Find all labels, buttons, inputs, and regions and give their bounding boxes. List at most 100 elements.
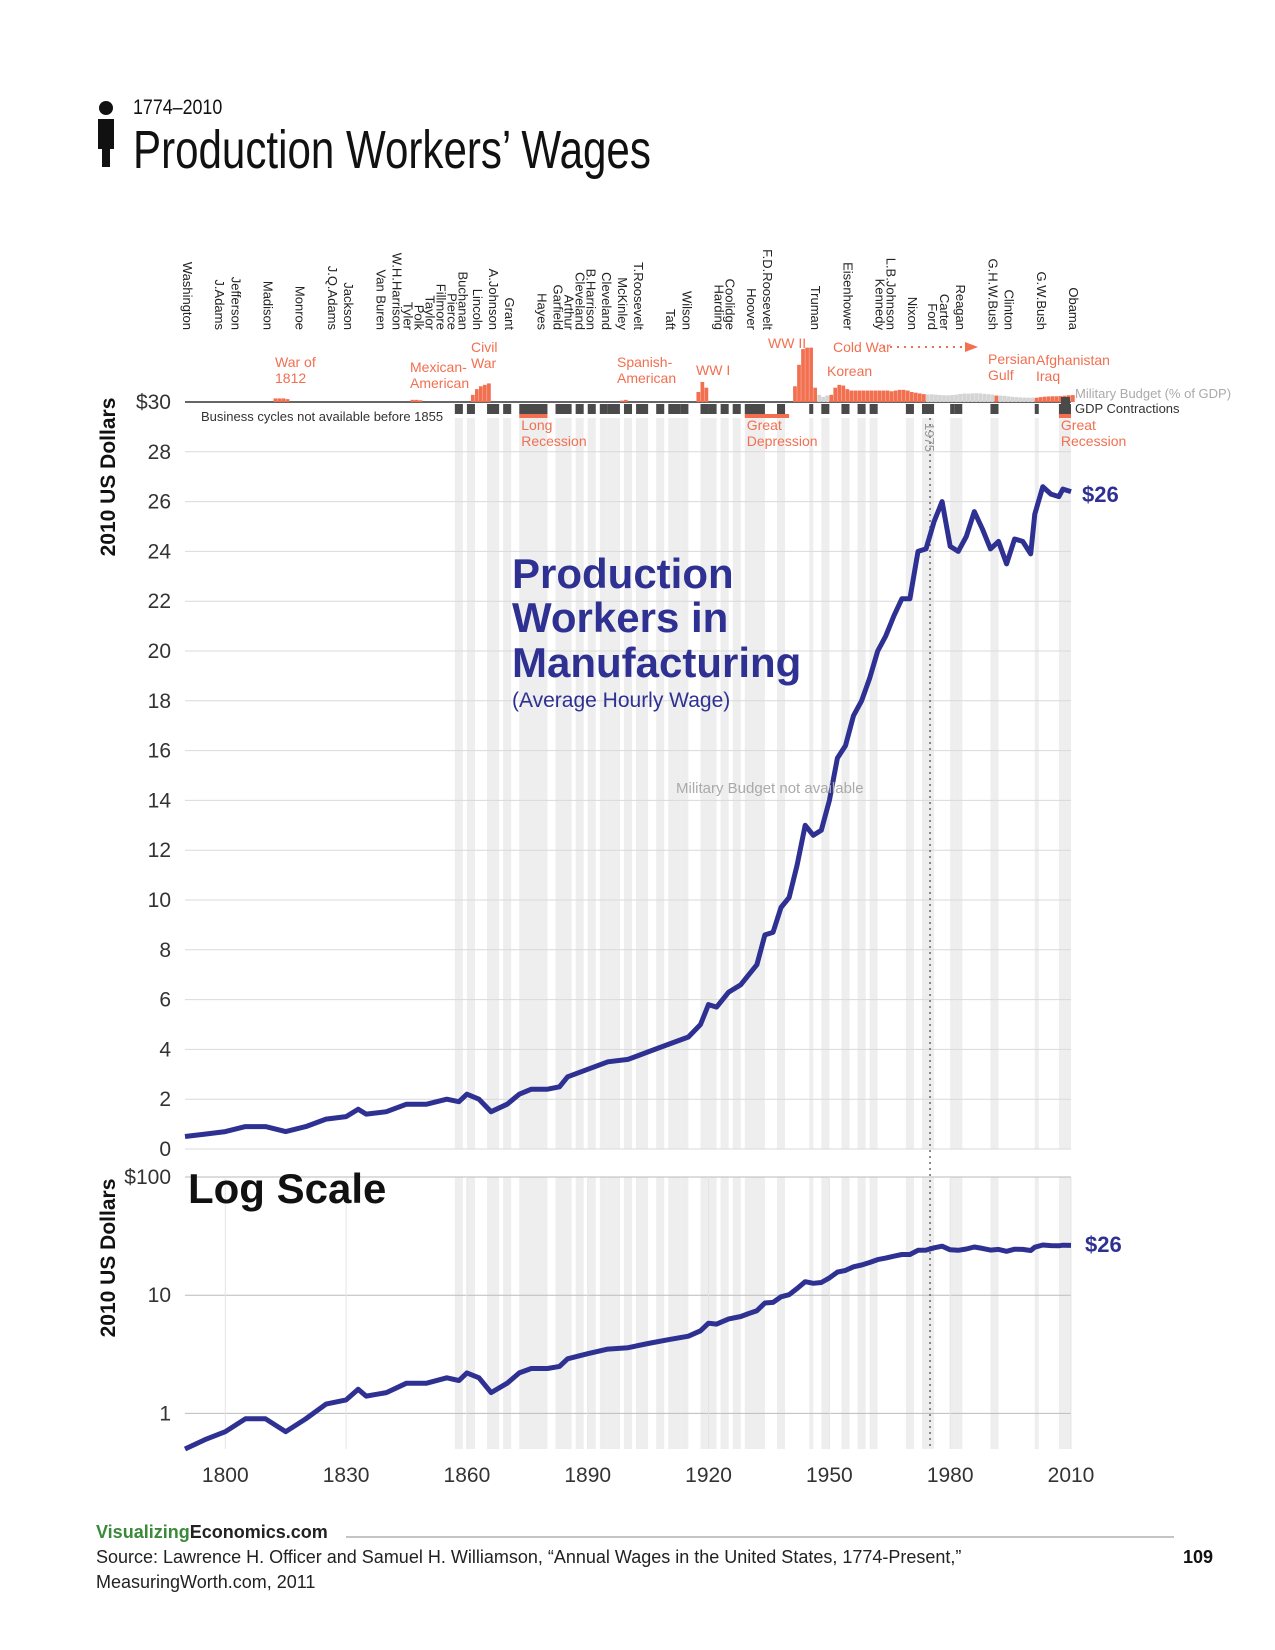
- wage-line: [184, 484, 1072, 1139]
- military-bar: [1022, 397, 1027, 402]
- contraction-band-log: [954, 1177, 963, 1449]
- series-label: Workers in: [512, 594, 728, 641]
- military-bar: [837, 384, 842, 402]
- military-bar: [829, 394, 834, 402]
- contraction-block: [519, 404, 548, 414]
- contraction-band-log: [1058, 1177, 1071, 1449]
- war-label: Cold War: [833, 339, 891, 355]
- military-bar: [966, 393, 971, 402]
- y-tick-label: 4: [159, 1038, 171, 1061]
- contraction-band-log: [599, 1177, 608, 1449]
- military-bar: [901, 389, 906, 402]
- military-bar: [841, 385, 846, 402]
- president-label: Van Buren: [373, 270, 388, 330]
- president-label: Polk: [411, 305, 426, 331]
- contraction-band: [607, 418, 620, 1149]
- x-tick-label: 1860: [444, 1464, 491, 1487]
- military-bar: [869, 390, 874, 402]
- contraction-band-log: [700, 1177, 709, 1449]
- war-label: 1812: [275, 370, 306, 386]
- x-tick-label: 2010: [1048, 1464, 1095, 1487]
- military-bar: [881, 390, 886, 402]
- log-title: Log Scale: [188, 1165, 386, 1212]
- contraction-block: [680, 404, 689, 414]
- military-bar: [998, 395, 1003, 402]
- military-bar: [487, 383, 491, 402]
- war-label: WW II: [768, 335, 806, 351]
- contraction-block: [720, 404, 729, 414]
- recession-label: Great: [747, 417, 782, 433]
- president-label: Madison: [261, 281, 276, 330]
- military-bar: [277, 398, 282, 402]
- president-label: McKinley: [615, 277, 630, 330]
- war-label: WW I: [696, 362, 730, 378]
- legend-label: Military Budget (% of GDP): [1075, 386, 1231, 401]
- military-bar: [1071, 395, 1075, 402]
- president-label: Tyler: [400, 302, 415, 331]
- title: Production Workers’ Wages: [133, 120, 651, 180]
- contraction-band-log: [487, 1177, 500, 1449]
- site-b: Economics.com: [190, 1522, 328, 1542]
- page-number: 109: [1183, 1547, 1213, 1567]
- contraction-block: [454, 404, 463, 414]
- military-bar: [946, 395, 950, 402]
- wage-line-log: [183, 1242, 1072, 1452]
- x-tick-label: 1830: [323, 1464, 370, 1487]
- contraction-block: [623, 404, 633, 414]
- contraction-band: [599, 418, 608, 1149]
- contraction-band-log: [777, 1177, 786, 1449]
- contraction-block: [587, 404, 596, 414]
- contraction-band: [623, 418, 633, 1149]
- president-label: Garfield: [550, 284, 565, 330]
- war-label: Afghanistan: [1036, 352, 1110, 368]
- military-bar: [909, 391, 914, 402]
- recession-bar: [519, 414, 548, 418]
- military-bar: [813, 387, 817, 402]
- contraction-block: [905, 404, 914, 414]
- military-bar: [1002, 395, 1007, 402]
- y-tick-label: 12: [148, 839, 171, 862]
- source: MeasuringWorth.com, 2011: [96, 1572, 315, 1592]
- y-tick-label: 24: [148, 540, 172, 563]
- military-bar: [623, 399, 628, 402]
- military-bar: [934, 394, 938, 402]
- military-bar: [418, 400, 423, 402]
- president-label: Jackson: [341, 282, 356, 330]
- military-bar: [410, 399, 415, 402]
- contraction-block: [575, 404, 584, 414]
- military-bar: [1018, 397, 1023, 402]
- military-bar: [950, 394, 954, 402]
- war-label: Civil: [471, 339, 497, 355]
- recession-label: Depression: [747, 433, 818, 449]
- military-bar: [1034, 397, 1039, 402]
- president-label: J.Adams: [212, 279, 227, 330]
- contraction-band-log: [454, 1177, 463, 1449]
- contraction-band-log: [821, 1177, 830, 1449]
- contraction-band-log: [519, 1177, 548, 1449]
- president-label: Grant: [502, 297, 517, 330]
- president-label: Clinton: [1002, 290, 1017, 330]
- y-axis-label: 2010 US Dollars: [97, 398, 120, 557]
- president-label: G.W.Bush: [1034, 271, 1049, 330]
- contraction-block: [708, 404, 717, 414]
- subtitle: 1774–2010: [133, 96, 222, 120]
- contraction-band: [841, 418, 850, 1149]
- contraction-band: [954, 418, 963, 1149]
- military-bar: [474, 389, 479, 402]
- series-label: Production: [512, 550, 734, 597]
- contraction-block: [668, 404, 681, 414]
- contraction-band: [857, 418, 866, 1149]
- military-bar: [797, 364, 801, 402]
- contraction-band-log: [503, 1177, 512, 1449]
- contraction-band: [680, 418, 689, 1149]
- president-label: Nixon: [905, 297, 920, 330]
- military-bar: [958, 393, 962, 402]
- president-label: Hoover: [744, 288, 759, 331]
- military-bar: [801, 349, 805, 402]
- y-tick-label: 10: [148, 889, 171, 912]
- military-bar: [990, 394, 995, 402]
- contraction-block: [869, 404, 878, 414]
- military-bar: [1046, 396, 1051, 402]
- military-bar: [1010, 396, 1015, 402]
- x-tick-label: 1800: [202, 1464, 249, 1487]
